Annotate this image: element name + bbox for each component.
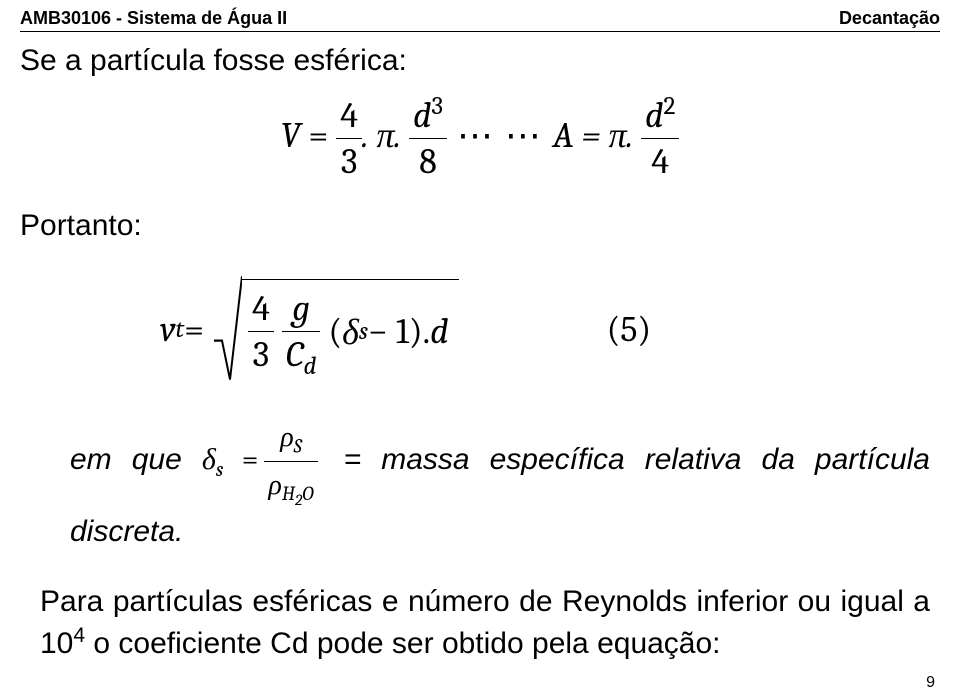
num-d3: d3	[409, 95, 447, 139]
frac-g-Cd: gCd	[282, 288, 321, 375]
reynolds-text: Para partículas esféricas e número de Re…	[40, 581, 930, 665]
frac-d3-8: d38	[409, 95, 447, 182]
formula-velocity: vt = 43 gCd (δs − 1). d (5)	[160, 279, 940, 380]
formula-volume-area: V = 43. π. d38 ⋯ ⋯ A = π. d24	[20, 95, 940, 182]
equation-number: (5)	[607, 309, 652, 350]
eq-sign: =	[301, 114, 337, 155]
num-4: 4	[336, 95, 362, 139]
content-area: Se a partícula fosse esférica: V = 43. π…	[0, 32, 960, 665]
sqrt-expr: 43 gCd (δs − 1). d	[212, 279, 459, 380]
eq-pi: = π.	[574, 114, 641, 155]
num-d2: d2	[641, 95, 679, 139]
open-paren: (	[328, 311, 342, 352]
num-g: g	[282, 288, 321, 332]
eq-sign-2: =	[184, 309, 204, 350]
var-delta-2: δ	[202, 442, 216, 477]
sub-O: O	[302, 482, 313, 505]
exp-3: 3	[431, 92, 443, 121]
var-d: d	[413, 95, 431, 136]
var-delta: δ	[342, 311, 359, 353]
den-8: 8	[409, 139, 447, 182]
var-d-2: d	[645, 95, 663, 136]
var-C: C	[286, 334, 304, 375]
page-header: AMB30106 - Sistema de Água II Decantação	[0, 0, 960, 31]
num-rhoS: ρS	[264, 415, 317, 462]
var-rho-2: ρ	[268, 469, 281, 501]
minus-one: − 1).	[368, 311, 430, 352]
center-dots: ⋯ ⋯	[447, 114, 553, 155]
eq-sign-3: =	[223, 442, 258, 477]
var-v-lower: v	[160, 309, 176, 350]
exp-2: 2	[664, 92, 676, 121]
frac-4-3: 43	[336, 95, 362, 182]
para-sup-4: 4	[73, 624, 85, 647]
den-rhoH2O: ρH2O	[264, 462, 317, 508]
delta-s-inline: δs =	[202, 442, 259, 477]
var-V: V	[281, 114, 301, 155]
sub-S-cap: S	[294, 435, 302, 458]
definition-text: em que δs =ρSρH2O = massa específica rel…	[70, 415, 930, 556]
var-rho-1: ρ	[280, 421, 293, 453]
var-A: A	[553, 114, 574, 155]
pi-dot: . π.	[362, 114, 409, 155]
sqrt-radical-icon	[212, 279, 242, 380]
frac-d2-4: d24	[641, 95, 679, 182]
den-Cd: Cd	[282, 332, 321, 375]
header-course: AMB30106 - Sistema de Água II	[20, 8, 287, 29]
den-4: 4	[641, 139, 679, 182]
frac-4-3-b: 43	[248, 288, 274, 375]
header-topic: Decantação	[839, 8, 940, 29]
den-3b: 3	[248, 332, 274, 375]
sub-d: d	[304, 352, 317, 381]
var-d-3: d	[430, 311, 448, 352]
page-number: 9	[926, 674, 935, 692]
para-suffix: o coeficiente Cd pode ser obtido pela eq…	[85, 627, 720, 660]
intro-text: Se a partícula fosse esférica:	[20, 42, 940, 80]
den-3: 3	[336, 139, 362, 182]
frac-rho: ρSρH2O	[264, 415, 317, 508]
sub-H2O: H2O	[282, 482, 314, 505]
sqrt-content: 43 gCd (δs − 1). d	[242, 279, 459, 380]
num-4b: 4	[248, 288, 274, 332]
em-que-prefix: em que	[70, 443, 202, 476]
portanto-text: Portanto:	[20, 207, 940, 245]
sub-H: H	[282, 482, 295, 505]
